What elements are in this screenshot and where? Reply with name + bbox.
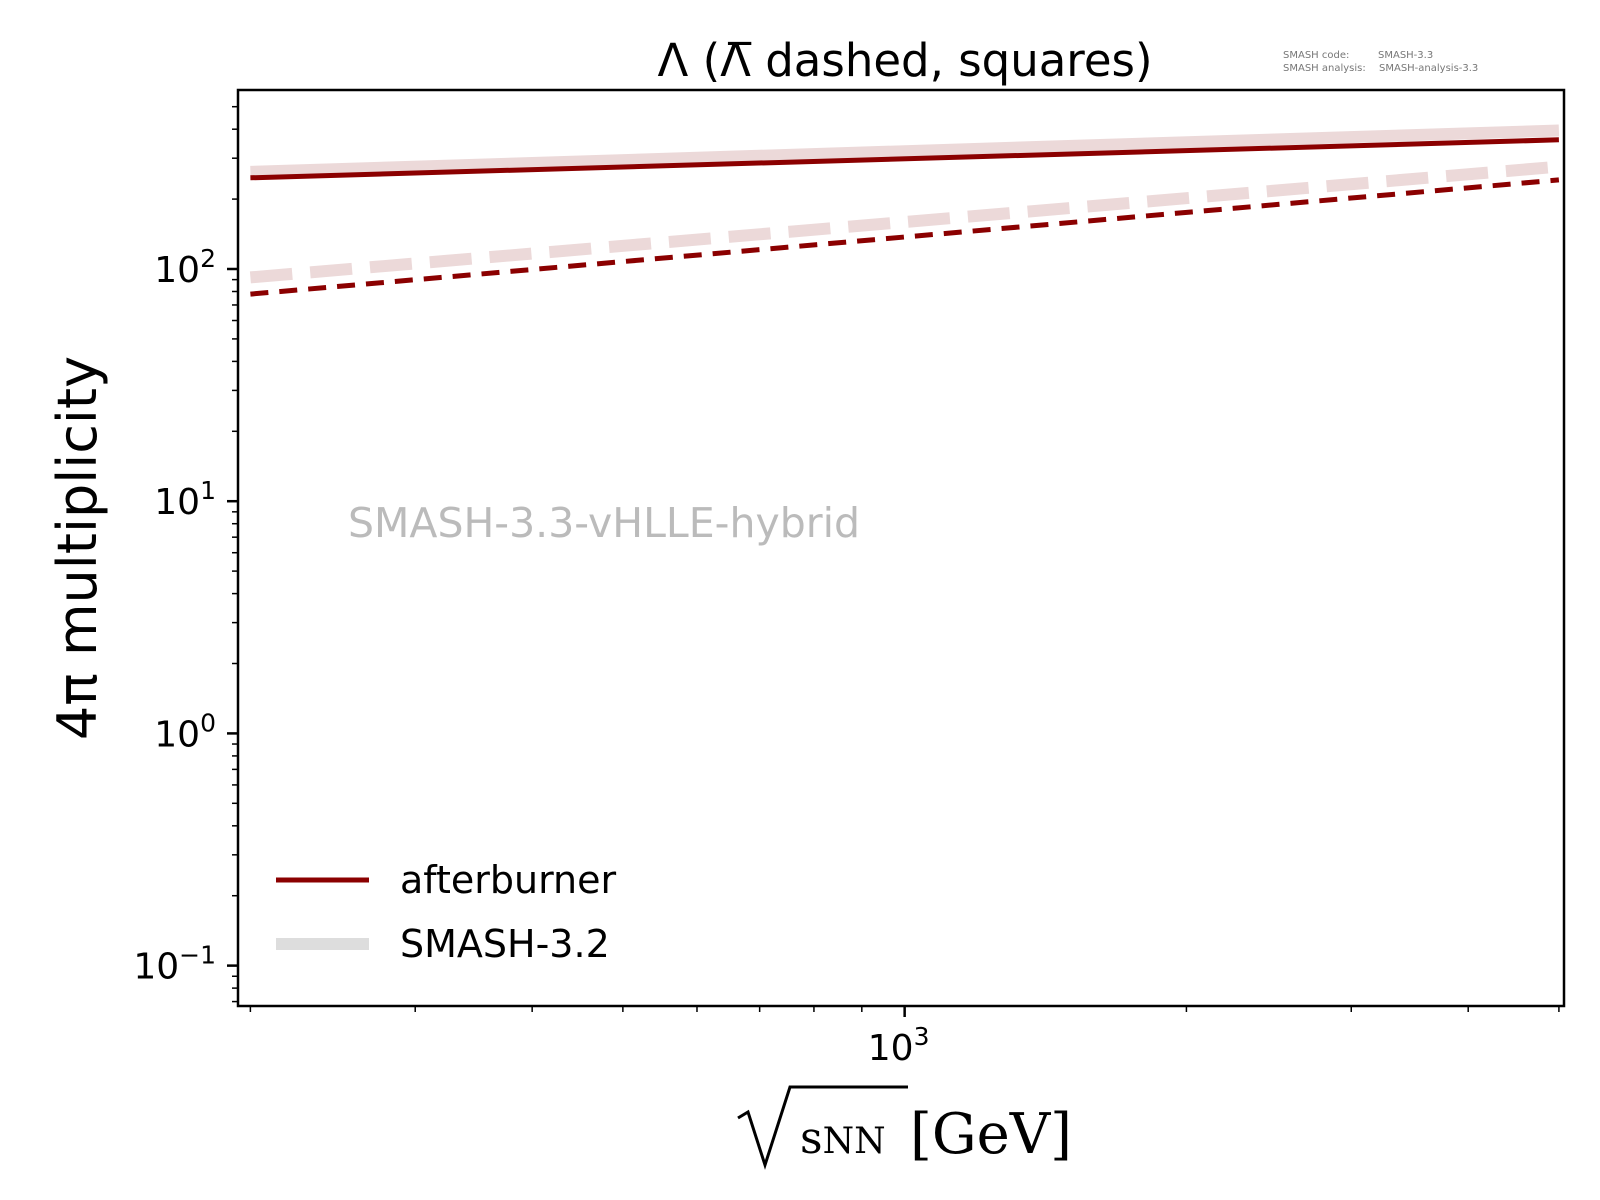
- version-analysis-value: SMASH-analysis-3.3: [1379, 63, 1478, 74]
- series-line-1: [249, 160, 1560, 284]
- y-tick-label: 100: [154, 708, 216, 755]
- legend-label-smash-3-2: SMASH-3.2: [400, 922, 610, 966]
- y-axis-label: 4π multiplicity: [46, 356, 109, 740]
- series-line-3: [250, 177, 1560, 297]
- y-tick-label: 101: [154, 476, 216, 523]
- x-axis-label-unit: [GeV]: [910, 1102, 1072, 1167]
- x-axis-label: sNN [GeV]: [737, 1085, 1072, 1170]
- x-axis-label-var: sNN: [800, 1113, 886, 1164]
- version-info: SMASH code: SMASH-3.3 SMASH analysis: SM…: [1283, 50, 1478, 74]
- version-analysis-label: SMASH analysis:: [1283, 63, 1366, 74]
- ticks-layer: 10−1 100 101 102 103: [133, 105, 1560, 1069]
- series-layer: [249, 124, 1560, 297]
- series-line-0: [250, 124, 1560, 178]
- sqrt-sign: [737, 1085, 908, 1170]
- legend-label-afterburner: afterburner: [400, 858, 617, 902]
- version-code-label: SMASH code:: [1283, 50, 1349, 61]
- legend: afterburner SMASH-3.2: [276, 858, 617, 966]
- x-tick-label: 103: [868, 1022, 930, 1069]
- y-tick-label: 10−1: [133, 941, 216, 988]
- y-tick-label: 102: [154, 244, 216, 291]
- watermark-annotation: SMASH-3.3-vHLLE-hybrid: [348, 499, 860, 547]
- series-line-2: [250, 137, 1559, 181]
- version-code-value: SMASH-3.3: [1378, 50, 1433, 61]
- chart-title: Λ (Λ̅ dashed, squares): [658, 34, 1153, 87]
- plot-frame: [236, 88, 1566, 1008]
